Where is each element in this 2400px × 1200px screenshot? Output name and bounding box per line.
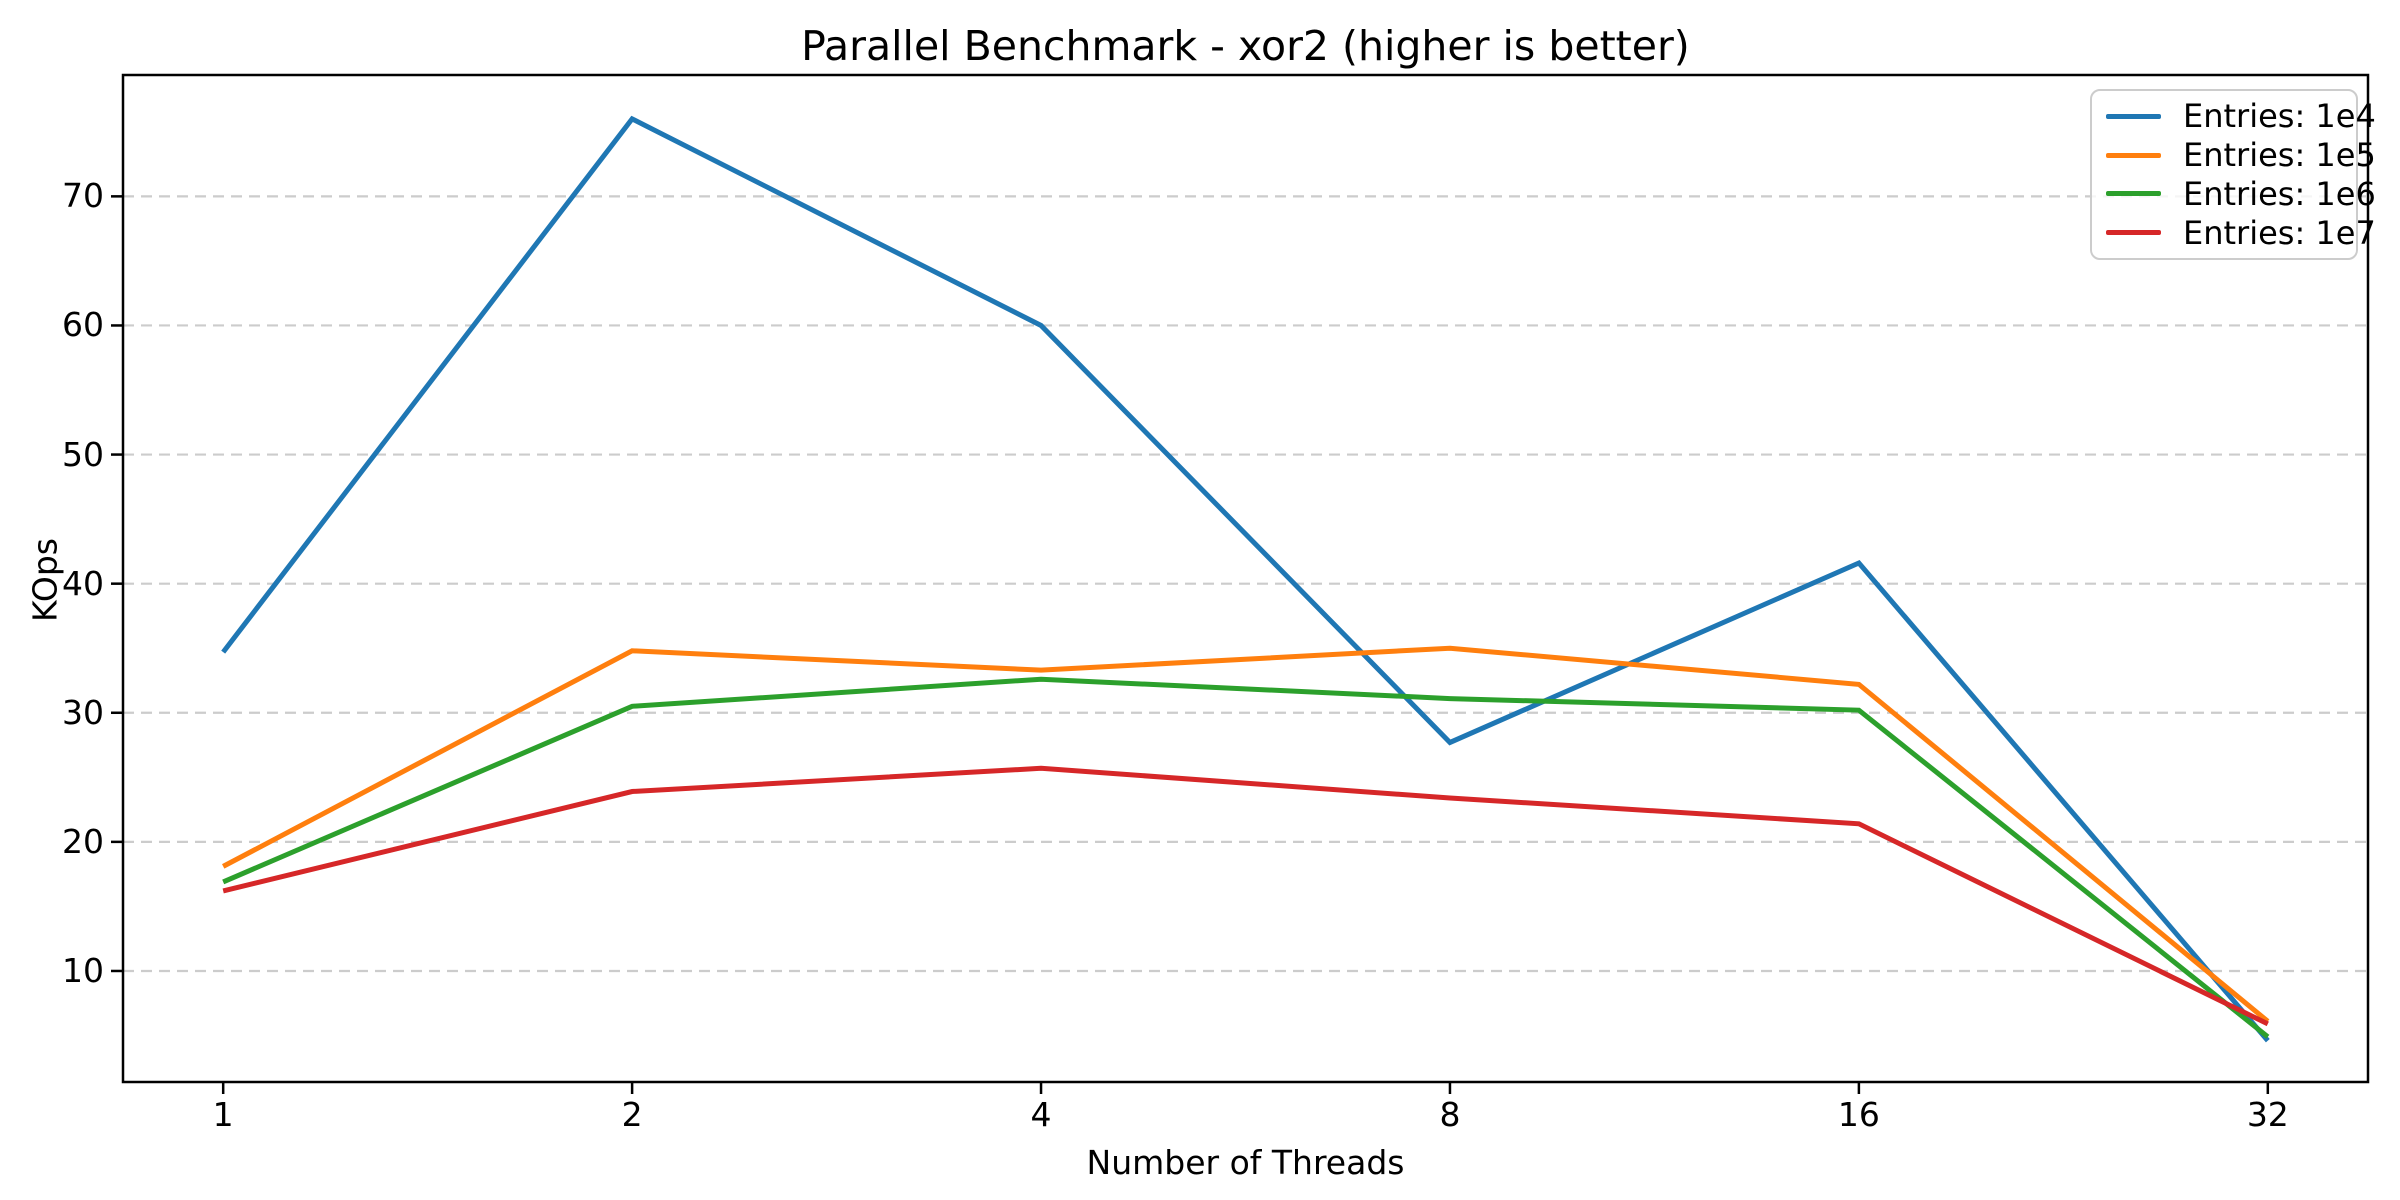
x-tick-label: 2 xyxy=(621,1095,643,1134)
x-axis-label: Number of Threads xyxy=(1086,1143,1405,1182)
series-line-3 xyxy=(222,676,2270,1039)
legend-line-swatch-1e5 xyxy=(2106,152,2161,158)
legend-item: Entries: 1e7 xyxy=(2106,214,2376,252)
legend-item: Entries: 1e6 xyxy=(2106,175,2376,213)
legend-line-swatch-1e7 xyxy=(2106,230,2161,236)
legend-label: Entries: 1e7 xyxy=(2183,213,2376,252)
axes-frame xyxy=(121,73,2370,1084)
y-tick-label: 40 xyxy=(62,563,104,603)
y-tick-label: 30 xyxy=(62,692,104,732)
legend-label: Entries: 1e5 xyxy=(2183,136,2376,175)
y-tick-label: 60 xyxy=(62,305,104,345)
legend-line-swatch-1e6 xyxy=(2106,191,2161,197)
y-tick-label: 10 xyxy=(62,950,104,990)
x-tick-label: 8 xyxy=(1439,1095,1461,1134)
x-tick-label: 4 xyxy=(1030,1095,1052,1134)
legend-item: Entries: 1e5 xyxy=(2106,136,2376,174)
x-tick-label: 32 xyxy=(2246,1095,2289,1134)
x-tick-label: 1 xyxy=(212,1095,234,1134)
y-tick-label: 20 xyxy=(62,821,104,861)
legend-item: Entries: 1e4 xyxy=(2106,97,2376,135)
series-line-4 xyxy=(222,765,2269,1027)
legend-line-swatch-1e4 xyxy=(2106,113,2161,119)
chart-title: Parallel Benchmark - xor2 (higher is bet… xyxy=(801,22,1690,70)
legend-label: Entries: 1e6 xyxy=(2183,174,2376,213)
series-line-1 xyxy=(221,115,2270,1043)
series-line-2 xyxy=(222,645,2270,1024)
legend: Entries: 1e4 Entries: 1e5 Entries: 1e6 E… xyxy=(2090,89,2376,260)
x-tick-label: 16 xyxy=(1837,1095,1880,1134)
y-tick-label: 50 xyxy=(62,434,104,474)
y-tick-label: 70 xyxy=(62,176,104,216)
legend-label: Entries: 1e4 xyxy=(2183,97,2376,136)
